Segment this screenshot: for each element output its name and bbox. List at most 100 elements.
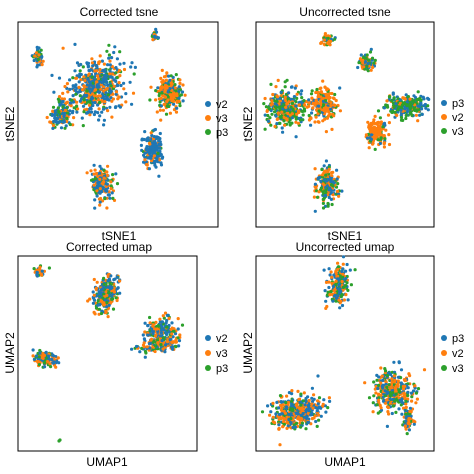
scatter-point [329,101,333,105]
scatter-point [157,142,161,147]
scatter-point [65,101,69,105]
scatter-point [63,108,67,113]
scatter-point [168,111,172,115]
scatter-point [282,417,286,421]
scatter-point [115,287,119,291]
scatter-point [379,381,383,385]
scatter-point [281,403,285,407]
scatter-point [388,397,392,401]
scatter-point [98,67,102,72]
scatter-point [55,120,59,124]
scatter-point [103,298,107,302]
scatter-point [111,307,116,311]
scatter-point [92,293,96,297]
scatter-point [274,412,278,416]
scatter-point [312,393,316,397]
scatter-point [324,299,328,303]
scatter-point [78,69,82,73]
scatter-point [75,74,79,78]
scatter-point [89,68,93,72]
scatter-point [35,273,39,277]
scatter-point [379,120,383,124]
scatter-point [274,85,278,89]
scatter-point [342,298,346,302]
scatter-point [331,170,335,174]
scatter-point [284,93,288,97]
scatter-point [346,288,350,292]
scatter-point [302,107,306,111]
scatter-point [158,317,162,321]
scatter-point [278,443,282,447]
scatter-point [143,349,148,354]
scatter-point [339,295,343,299]
scatter-point [180,323,185,327]
scatter-point [314,90,318,95]
scatter-point [154,344,158,348]
scatter-point [274,99,278,103]
scatter-point [331,284,336,289]
scatter-point [382,121,387,125]
scatter-point [296,389,300,393]
scatter-point [181,83,185,87]
scatter-point [278,394,283,398]
scatter-point [108,69,112,73]
scatter-point [143,155,147,159]
scatter-point [81,104,86,108]
scatter-point [159,343,163,347]
scatter-point [294,104,298,108]
scatter-point [93,94,97,98]
scatter-point [159,331,163,335]
scatter-point [307,101,311,105]
scatter-point [321,190,325,194]
scatter-point [68,87,72,91]
scatter-point [344,284,348,288]
scatter-point [158,108,162,112]
scatter-point [75,100,79,104]
scatter-point [159,104,163,108]
scatter-point [399,108,403,112]
scatter-point [100,93,105,97]
scatter-point [153,327,157,331]
scatter-point [112,84,116,88]
scatter-point [365,53,369,57]
scatter-point [318,175,322,179]
scatter-point [269,82,273,86]
scatter-point [109,274,113,278]
scatter-point [301,113,305,117]
scatter-point [315,409,319,413]
scatter-point [177,99,181,103]
scatter-point [68,109,72,113]
scatter-point [376,138,380,142]
scatter-point [375,122,379,126]
scatter-point [382,106,386,110]
scatter-point [322,42,326,46]
scatter-point [77,75,82,79]
scatter-point [311,101,315,105]
scatter-point [75,61,80,65]
scatter-point [94,306,99,310]
scatter-point [414,391,418,395]
scatter-point [327,267,331,271]
scatter-point [373,114,377,118]
scatter-point [328,273,332,277]
scatter-point [52,90,56,94]
scatter-point [104,290,108,294]
scatter-point [413,384,417,388]
points [262,31,431,213]
scatter-point [77,85,81,89]
scatter-point [151,142,155,146]
scatter-point [143,330,147,334]
scatter-point [309,413,313,417]
scatter-point [321,173,325,177]
scatter-point [105,87,109,91]
scatter-point [284,400,288,405]
scatter-point [406,386,410,390]
scatter-point [329,107,333,111]
scatter-point [155,110,159,114]
legend: p3 v2 v3 [441,98,464,138]
scatter-point [409,391,414,395]
scatter-point [310,417,314,421]
scatter-point [332,294,337,298]
scatter-point [325,88,329,92]
scatter-point [280,110,284,114]
